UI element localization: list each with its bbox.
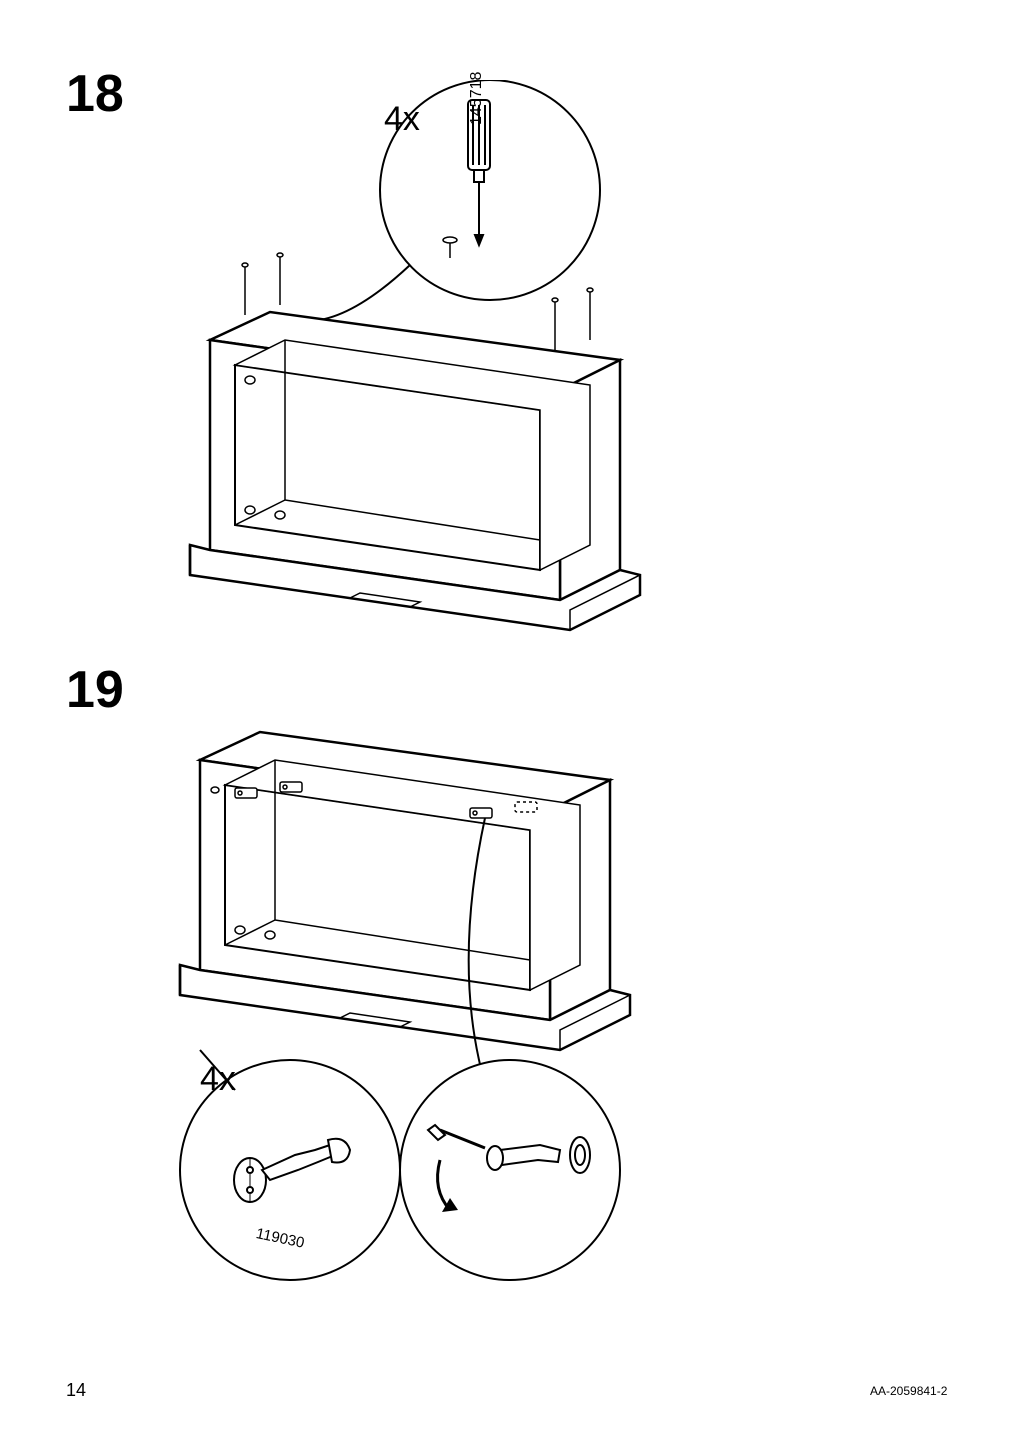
document-id: AA-2059841-2	[870, 1384, 947, 1398]
step-19-quantity-label: 4x	[200, 1060, 236, 1099]
page-number: 14	[66, 1380, 86, 1401]
step-18-number: 18	[66, 64, 124, 124]
step-18-diagram	[150, 80, 800, 640]
assembly-instruction-page: 18	[0, 0, 1012, 1432]
step-19-diagram	[140, 700, 790, 1320]
step-19-number: 19	[66, 660, 124, 720]
step-18-quantity-label: 4x	[384, 100, 420, 139]
step-18-part-number: 145718	[468, 72, 486, 125]
